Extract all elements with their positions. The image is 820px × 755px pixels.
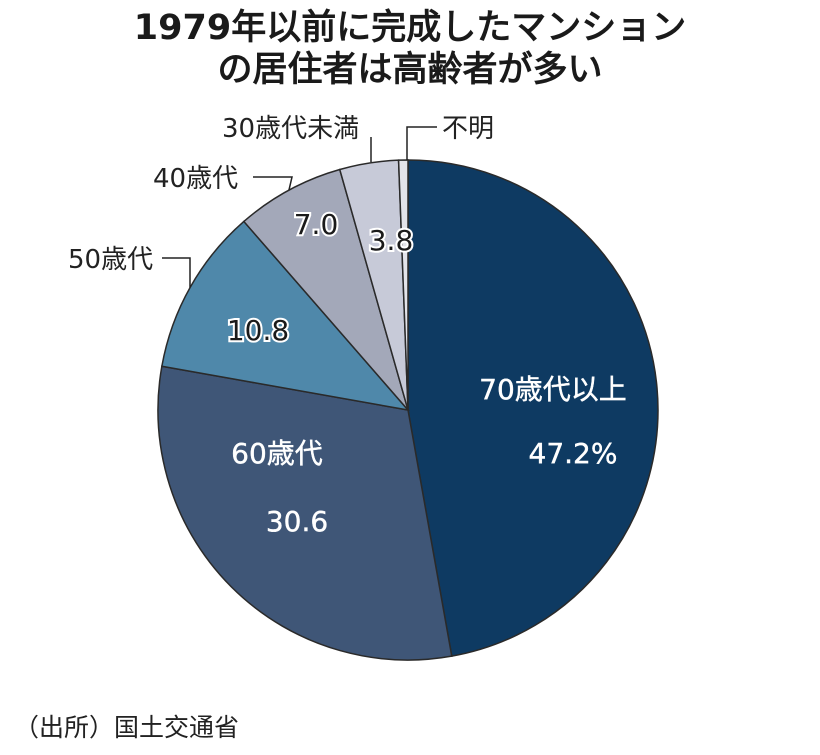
slice-6-leader xyxy=(406,126,437,160)
slice-3-category-label: 50歳代 xyxy=(68,245,153,275)
slice-1-category-label: 70歳代以上 xyxy=(479,373,627,406)
slice-4-leader xyxy=(253,176,293,191)
slice-6 xyxy=(397,159,409,411)
slice-labels: 70歳代以上 47.2% 60歳代 30.6 10.8 7.0 3.8 50歳代 40歳代 30歳… xyxy=(68,114,627,538)
chart-title-line-2: の居住者は高齢者が多い xyxy=(217,50,602,90)
leader-lines xyxy=(162,126,437,288)
slice-3 xyxy=(160,220,410,412)
slice-2 xyxy=(157,365,453,661)
slice-3-value-label: 10.8 xyxy=(227,314,289,347)
slice-4 xyxy=(242,168,409,411)
chart-title-line-1: 1979年以前に完成したマンション xyxy=(134,7,686,48)
source-note: （出所）国土交通省 xyxy=(14,713,239,742)
slice-1 xyxy=(407,159,659,658)
slice-4-category-label: 40歳代 xyxy=(153,164,238,194)
slice-4-value-label: 7.0 xyxy=(294,208,339,241)
slice-5-category-label: 30歳代未満 xyxy=(222,114,359,144)
pie-slices xyxy=(157,159,659,661)
slice-6-category-label: 不明 xyxy=(442,114,494,144)
slice-5-value-label: 3.8 xyxy=(369,224,414,257)
slice-1-value-label: 47.2% xyxy=(529,437,618,470)
slice-2-value-label: 30.6 xyxy=(266,505,328,538)
slice-3-leader xyxy=(162,257,191,288)
slice-2-category-label: 60歳代 xyxy=(231,437,323,470)
